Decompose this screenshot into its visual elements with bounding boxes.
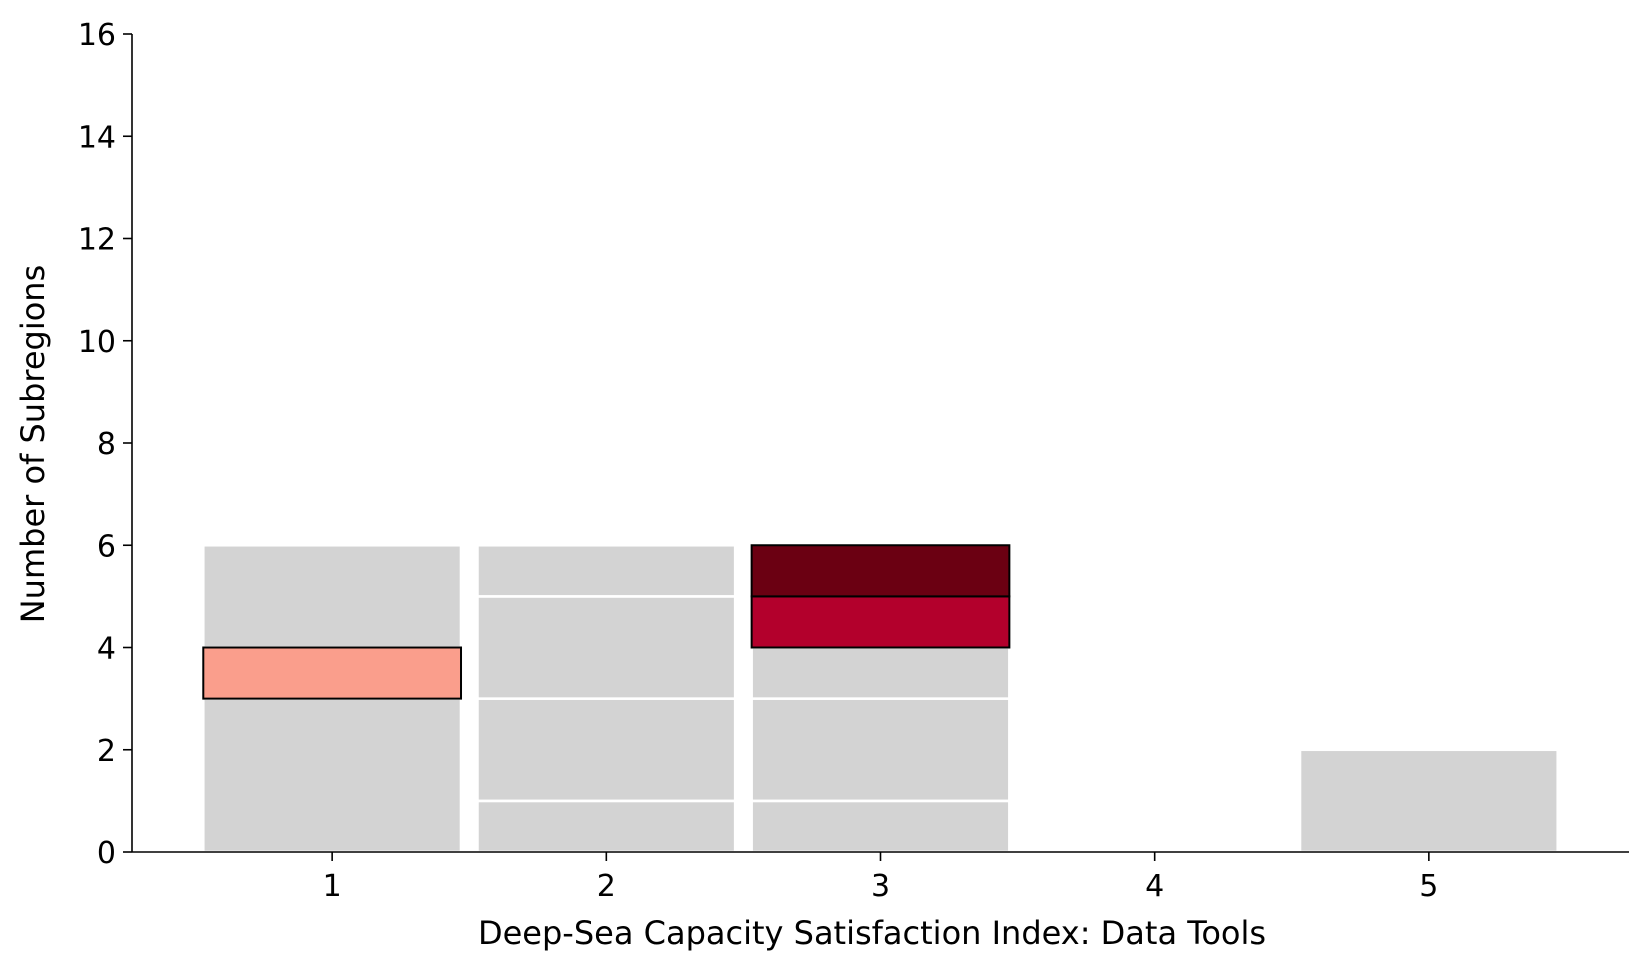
- bar-segment: [750, 799, 1011, 854]
- bar-segment: [476, 697, 737, 803]
- x-tick-label: 4: [1145, 869, 1164, 904]
- bar-segment: [476, 799, 737, 854]
- x-tick-label: 3: [871, 869, 890, 904]
- bar-segment: [750, 646, 1011, 700]
- highlight-segment: [750, 544, 1011, 598]
- y-tick-label: 16: [78, 18, 116, 53]
- bar-segment: [1298, 748, 1560, 854]
- bar-segment: [476, 595, 737, 700]
- y-tick-label: 10: [78, 325, 116, 360]
- bar-segment: [750, 697, 1011, 803]
- y-tick-label: 6: [97, 529, 116, 564]
- x-axis-label: Deep-Sea Capacity Satisfaction Index: Da…: [478, 914, 1266, 952]
- highlight-segment: [202, 646, 463, 700]
- bar-segment: [201, 543, 463, 649]
- y-tick-label: 14: [78, 120, 116, 155]
- highlight-segment: [750, 595, 1011, 649]
- y-ticks: 0 2 4 6 8 10 12 14 16: [78, 18, 132, 871]
- bar-segment: [476, 543, 737, 598]
- y-tick-label: 2: [97, 734, 116, 769]
- bars-layer: [201, 543, 1560, 854]
- bar-segment: [201, 697, 463, 854]
- y-tick-label: 0: [97, 836, 116, 871]
- y-axis-label: Number of Subregions: [14, 265, 52, 624]
- x-tick-label: 2: [597, 869, 616, 904]
- x-tick-label: 5: [1419, 869, 1438, 904]
- x-ticks: 1 2 3 4 5: [323, 852, 1438, 904]
- y-tick-label: 8: [97, 427, 116, 462]
- y-tick-label: 12: [78, 223, 116, 258]
- x-tick-label: 1: [323, 869, 342, 904]
- y-tick-label: 4: [97, 632, 116, 667]
